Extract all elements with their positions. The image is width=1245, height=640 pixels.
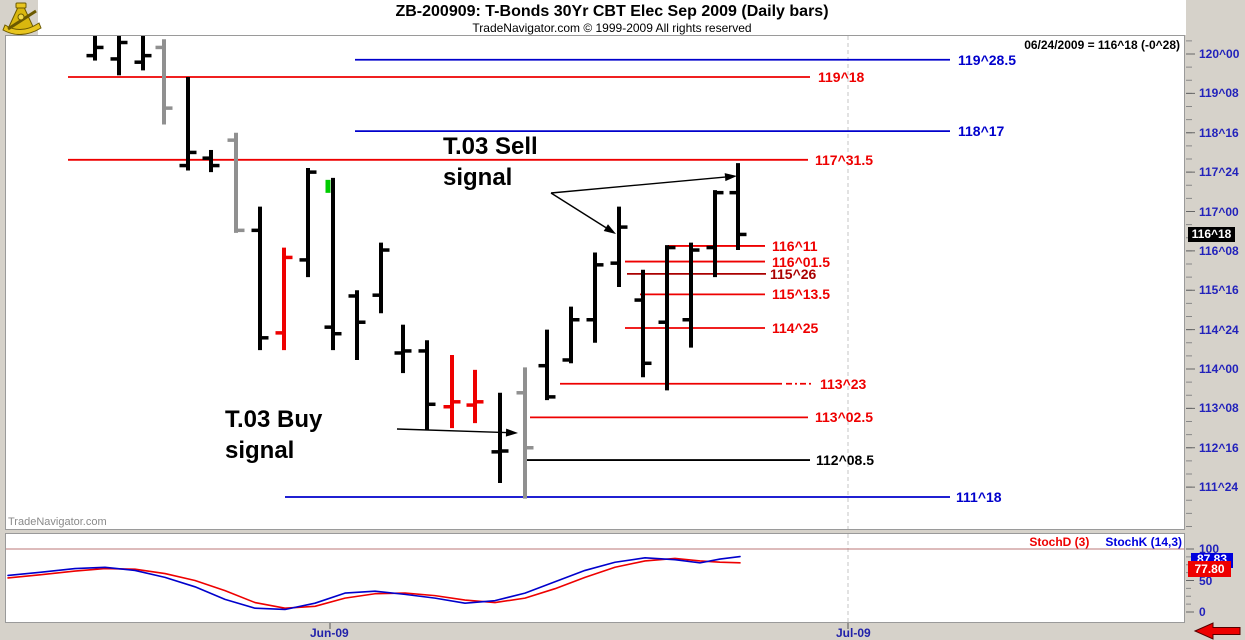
- price-axis-label: 120^00: [1199, 47, 1240, 61]
- buy-annotation-line1: T.03 Buy: [225, 406, 323, 433]
- stochastic-legend: StochD (3) StochK (14,3): [1000, 535, 1182, 549]
- price-axis-label: 117^24: [1199, 165, 1239, 180]
- chart-title: ZB-200909: T-Bonds 30Yr CBT Elec Sep 200…: [395, 3, 829, 20]
- price-axis-label: 113^08: [1199, 401, 1239, 416]
- scroll-left-arrow-button[interactable]: [1192, 622, 1242, 640]
- tradenavigator-watermark: TradeNavigator.com: [8, 516, 107, 528]
- date-label-jul09: Jul-09: [836, 626, 871, 640]
- last-quote-readout: 06/24/2009 = 116^18 (-0^28): [1024, 38, 1180, 52]
- price-chart-panel: [5, 35, 1185, 530]
- date-label-jun09: Jun-09: [310, 626, 349, 640]
- copyright-line: TradeNavigator.com © 1999-2009 All right…: [472, 21, 752, 35]
- sell-signal-annotation: T.03 Sell signal: [443, 131, 538, 193]
- price-axis-label: 112^16: [1199, 440, 1239, 455]
- buy-signal-annotation: T.03 Buy signal: [225, 404, 322, 466]
- chart-header: ZB-200909: T-Bonds 30Yr CBT Elec Sep 200…: [38, 0, 1186, 35]
- price-axis-label: 118^16: [1199, 125, 1239, 140]
- last-price-badge: 116^18: [1188, 227, 1235, 242]
- price-axis-label: 115^16: [1199, 283, 1239, 298]
- price-axis-label: 114^00: [1199, 362, 1239, 376]
- legend-stochd[interactable]: StochD (3): [1029, 535, 1090, 549]
- trade-navigator-logo-icon: [2, 2, 42, 35]
- price-axis-label: 111^24: [1199, 480, 1239, 495]
- stoch-axis-label: 0: [1199, 605, 1206, 619]
- price-axis-label: 117^00: [1199, 204, 1239, 219]
- stochd-value-badge: 77.80: [1188, 561, 1231, 577]
- legend-stochk[interactable]: StochK (14,3): [1105, 535, 1182, 549]
- price-axis-label: 114^24: [1199, 322, 1239, 337]
- sell-annotation-line1: T.03 Sell: [443, 133, 538, 160]
- price-axis-label: 116^08: [1199, 243, 1239, 258]
- sell-annotation-line2: signal: [443, 164, 513, 192]
- price-axis-label: 119^08: [1199, 86, 1239, 101]
- buy-annotation-line2: signal: [225, 437, 295, 465]
